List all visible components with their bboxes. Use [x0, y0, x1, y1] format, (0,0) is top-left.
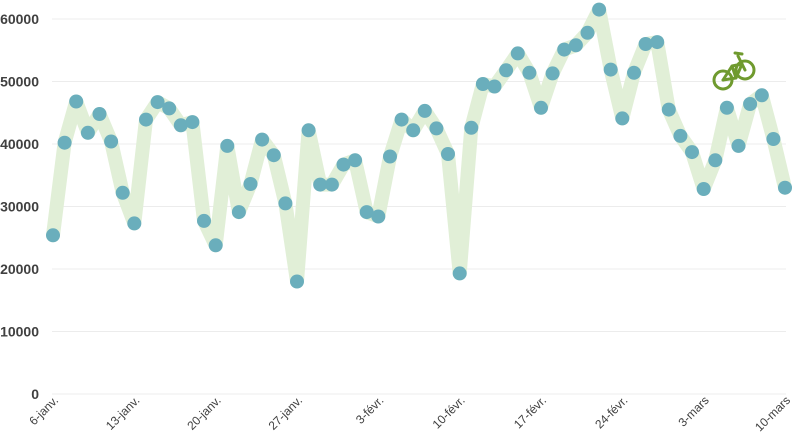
- data-point: [231, 205, 246, 220]
- y-tick-label: 60000: [0, 11, 39, 27]
- data-point: [475, 77, 490, 91]
- x-tick-label: 20-janv.: [184, 393, 223, 432]
- data-point: [661, 102, 676, 117]
- x-tick-label: 10-mars: [752, 393, 793, 434]
- y-tick-label: 20000: [0, 261, 39, 277]
- data-point: [592, 2, 607, 17]
- data-point: [278, 196, 293, 211]
- data-point: [719, 100, 734, 115]
- data-point: [266, 148, 281, 163]
- x-tick-label: 24-févr.: [592, 393, 630, 431]
- data-point: [522, 65, 537, 80]
- data-point: [545, 66, 560, 81]
- grid-lines: [52, 18, 786, 395]
- data-point: [69, 94, 84, 109]
- data-point: [673, 128, 688, 143]
- data-point: [80, 125, 95, 140]
- y-tick-label: 30000: [0, 199, 39, 215]
- data-point: [429, 121, 444, 136]
- data-point: [115, 185, 130, 200]
- data-point: [57, 135, 72, 150]
- y-tick-label: 0: [31, 386, 39, 402]
- data-point: [290, 274, 304, 289]
- data-point: [743, 97, 758, 111]
- data-point: [615, 111, 630, 126]
- data-point: [394, 112, 409, 127]
- data-point: [173, 118, 188, 133]
- bicycle-icon: [712, 51, 756, 91]
- series-band: [46, 2, 792, 289]
- data-point: [650, 35, 665, 50]
- data-point: [208, 238, 223, 253]
- x-tick-label: 3-mars: [675, 393, 711, 429]
- data-point: [104, 134, 119, 149]
- data-point: [406, 123, 421, 138]
- x-tick-label: 13-janv.: [103, 393, 142, 432]
- data-point: [603, 62, 618, 77]
- x-axis: 6-janv. 13-janv. 20-janv. 27-janv. 3-févr. 10…: [26, 393, 793, 434]
- data-point: [568, 38, 583, 53]
- data-point: [685, 145, 699, 160]
- data-point: [139, 112, 153, 127]
- data-point: [359, 205, 374, 220]
- data-point: [464, 120, 479, 135]
- x-tick-label: 10-févr.: [430, 393, 468, 431]
- data-point: [441, 147, 455, 161]
- data-point: [557, 42, 572, 57]
- data-point: [162, 101, 177, 116]
- data-point: [627, 65, 641, 80]
- data-point: [313, 177, 328, 192]
- data-point: [348, 153, 363, 168]
- y-axis: 0 10000 20000 30000 40000 50000 60000: [0, 11, 39, 402]
- data-point: [383, 149, 397, 164]
- data-point: [696, 182, 711, 196]
- data-point: [324, 177, 339, 192]
- data-point: [92, 107, 107, 121]
- data-point: [185, 115, 200, 130]
- data-point: [255, 132, 270, 147]
- data-point: [487, 79, 502, 94]
- x-tick-label: 27-janv.: [266, 393, 305, 432]
- data-point: [336, 157, 351, 172]
- x-tick-label: 17-févr.: [511, 393, 549, 431]
- data-point: [301, 123, 316, 138]
- data-point: [417, 103, 432, 118]
- data-point: [731, 138, 746, 153]
- data-point: [766, 132, 781, 146]
- data-point: [754, 88, 769, 103]
- data-point: [580, 25, 595, 40]
- data-point: [127, 216, 142, 231]
- y-tick-label: 50000: [0, 74, 39, 90]
- data-point: [243, 177, 258, 191]
- data-point: [534, 100, 548, 115]
- data-point: [46, 228, 60, 243]
- y-tick-label: 10000: [0, 324, 39, 340]
- data-point: [452, 266, 467, 281]
- data-point: [371, 209, 386, 224]
- data-point: [150, 95, 165, 110]
- y-tick-label: 40000: [0, 136, 39, 152]
- x-tick-label: 3-févr.: [353, 393, 386, 426]
- data-point: [220, 138, 235, 153]
- data-points: [46, 2, 792, 289]
- data-point: [778, 180, 792, 195]
- data-point: [708, 153, 723, 168]
- data-point: [197, 213, 211, 228]
- data-point: [499, 63, 514, 78]
- data-point: [510, 46, 525, 61]
- data-point: [638, 37, 653, 51]
